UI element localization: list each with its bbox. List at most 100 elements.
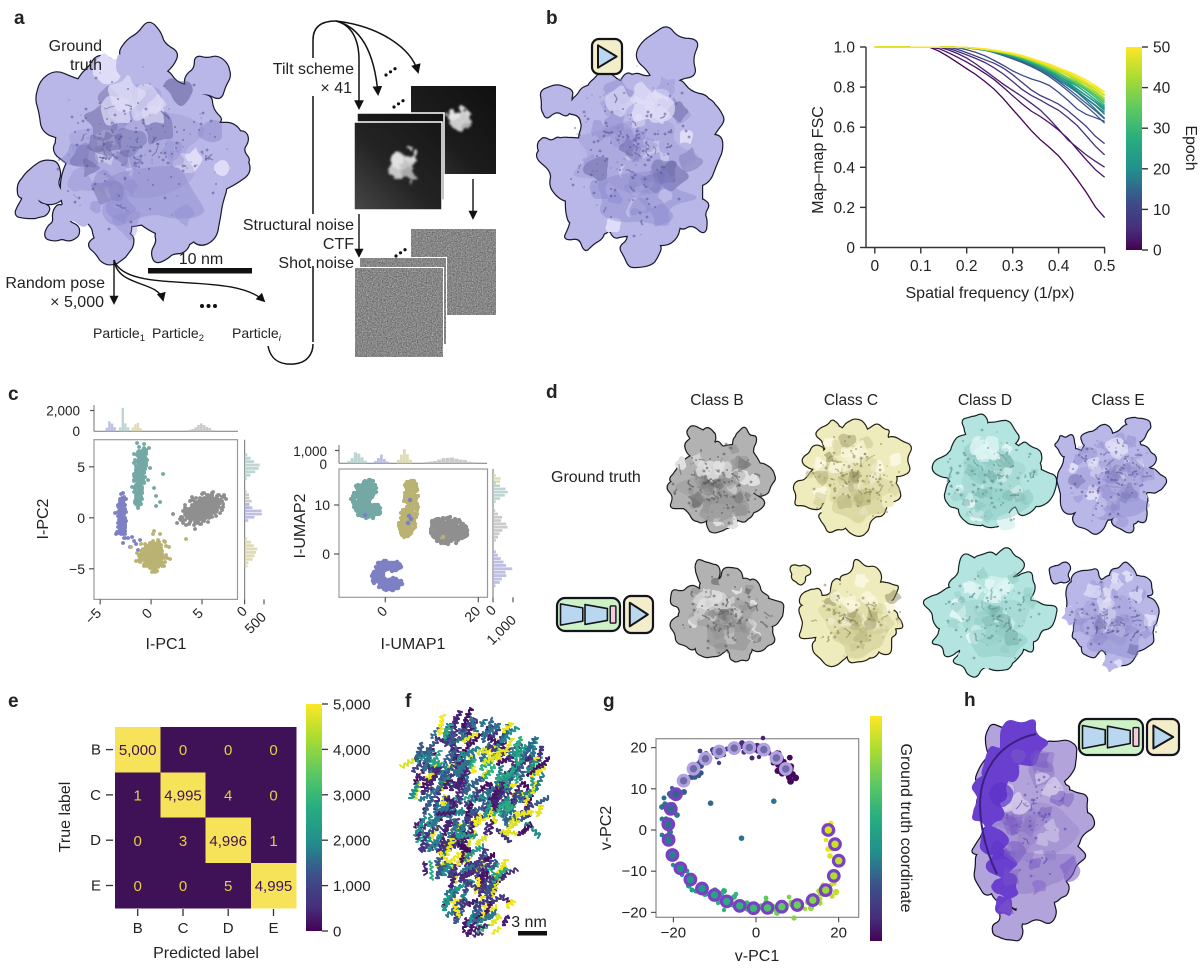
svg-text:C: C — [178, 920, 189, 937]
svg-text:e: e — [8, 691, 19, 712]
svg-text:d: d — [546, 382, 558, 403]
svg-text:E: E — [91, 878, 101, 895]
svg-text:v-PC2: v-PC2 — [598, 806, 615, 851]
svg-text:Structural noise: Structural noise — [243, 217, 354, 234]
svg-text:Epoch: Epoch — [1182, 125, 1199, 170]
svg-text:Particle1: Particle1 — [93, 325, 145, 344]
svg-text:I-PC1: I-PC1 — [146, 636, 187, 653]
svg-text:True label: True label — [57, 782, 74, 853]
svg-text:a: a — [14, 8, 25, 29]
svg-text:0.8: 0.8 — [833, 80, 855, 97]
svg-text:0: 0 — [72, 424, 80, 439]
svg-text:1: 1 — [269, 833, 277, 850]
svg-text:I-PC2: I-PC2 — [35, 498, 52, 539]
svg-text:4,996: 4,996 — [209, 833, 247, 850]
svg-text:4: 4 — [224, 787, 232, 804]
svg-text:4,995: 4,995 — [164, 787, 202, 804]
svg-text:0.2: 0.2 — [956, 258, 978, 275]
svg-text:10: 10 — [1153, 202, 1171, 219]
svg-text:0: 0 — [752, 924, 760, 941]
svg-text:Class D: Class D — [958, 392, 1012, 409]
svg-text:c: c — [8, 384, 19, 405]
svg-text:0: 0 — [179, 878, 187, 895]
svg-text:truth: truth — [70, 57, 102, 74]
svg-text:CTF: CTF — [323, 236, 354, 253]
svg-text:50: 50 — [1153, 40, 1171, 57]
svg-text:0: 0 — [269, 787, 277, 804]
svg-text:0: 0 — [322, 546, 330, 562]
svg-text:20: 20 — [830, 924, 847, 941]
svg-text:f: f — [405, 691, 412, 712]
svg-text:2,000: 2,000 — [46, 404, 80, 419]
svg-text:3: 3 — [179, 833, 187, 850]
svg-text:0.4: 0.4 — [1048, 258, 1070, 275]
svg-text:Class C: Class C — [824, 392, 878, 409]
svg-text:30: 30 — [1153, 121, 1171, 138]
svg-text:0.4: 0.4 — [833, 160, 855, 177]
svg-text:−20: −20 — [661, 924, 686, 941]
svg-text:Ground truth: Ground truth — [551, 469, 641, 486]
svg-text:I-UMAP2: I-UMAP2 — [292, 493, 309, 558]
svg-text:1,000: 1,000 — [293, 444, 327, 459]
svg-text:2,000: 2,000 — [333, 833, 371, 850]
svg-text:5: 5 — [77, 459, 85, 475]
svg-text:5: 5 — [224, 878, 232, 895]
svg-text:Class E: Class E — [1091, 392, 1144, 409]
svg-text:b: b — [546, 8, 558, 29]
svg-text:−10: −10 — [622, 863, 647, 880]
svg-text:3 nm: 3 nm — [511, 914, 547, 931]
svg-text:0: 0 — [134, 878, 142, 895]
svg-text:0: 0 — [134, 833, 142, 850]
svg-text:h: h — [964, 690, 976, 711]
svg-text:0.6: 0.6 — [833, 120, 855, 137]
svg-text:D: D — [223, 920, 234, 937]
svg-text:10: 10 — [314, 497, 330, 513]
svg-text:40: 40 — [1153, 80, 1171, 97]
svg-text:0: 0 — [846, 240, 855, 257]
svg-text:Particlei: Particlei — [232, 325, 282, 344]
svg-text:−5: −5 — [69, 561, 85, 577]
svg-text:10: 10 — [630, 781, 647, 798]
svg-text:Map–map FSC: Map–map FSC — [810, 106, 827, 214]
svg-text:4,000: 4,000 — [333, 742, 371, 759]
svg-text:0: 0 — [1153, 243, 1162, 260]
svg-text:B: B — [133, 920, 143, 937]
svg-text:0: 0 — [639, 822, 647, 839]
svg-text:0.2: 0.2 — [833, 200, 855, 217]
svg-text:× 41: × 41 — [320, 80, 352, 97]
svg-text:D: D — [90, 832, 101, 849]
svg-text:20: 20 — [1153, 161, 1171, 178]
svg-text:Particle2: Particle2 — [152, 325, 204, 344]
svg-text:−20: −20 — [622, 904, 647, 921]
svg-text:4,995: 4,995 — [255, 878, 293, 895]
svg-text:0.3: 0.3 — [1002, 258, 1024, 275]
svg-text:I-UMAP1: I-UMAP1 — [381, 636, 446, 653]
svg-text:0: 0 — [269, 742, 277, 759]
svg-text:0: 0 — [333, 924, 341, 941]
svg-text:v-PC1: v-PC1 — [735, 948, 780, 965]
svg-text:0: 0 — [870, 258, 879, 275]
svg-text:10 nm: 10 nm — [179, 251, 223, 268]
svg-text:Tilt scheme: Tilt scheme — [273, 61, 354, 78]
svg-text:Shot noise: Shot noise — [278, 255, 354, 272]
svg-text:E: E — [268, 920, 278, 937]
svg-text:C: C — [90, 787, 101, 804]
svg-text:Ground truth coordinate: Ground truth coordinate — [897, 744, 914, 913]
svg-text:1: 1 — [134, 787, 142, 804]
svg-text:Spatial frequency (1/px): Spatial frequency (1/px) — [906, 285, 1075, 302]
svg-text:1,000: 1,000 — [333, 878, 371, 895]
svg-text:1.0: 1.0 — [833, 40, 855, 57]
svg-text:3,000: 3,000 — [333, 787, 371, 804]
svg-text:Random pose: Random pose — [5, 275, 105, 292]
svg-text:Ground: Ground — [49, 38, 102, 55]
svg-text:0.5: 0.5 — [1094, 258, 1116, 275]
svg-text:0: 0 — [179, 742, 187, 759]
svg-text:20: 20 — [630, 740, 647, 757]
svg-text:g: g — [603, 691, 615, 712]
svg-text:0: 0 — [319, 457, 327, 472]
svg-text:0: 0 — [224, 742, 232, 759]
svg-text:0: 0 — [77, 510, 85, 526]
svg-text:× 5,000: × 5,000 — [50, 294, 104, 311]
svg-text:0.1: 0.1 — [910, 258, 932, 275]
svg-text:5,000: 5,000 — [119, 742, 157, 759]
